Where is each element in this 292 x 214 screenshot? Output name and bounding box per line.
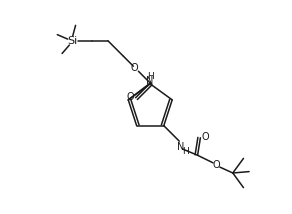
Text: O: O [127, 92, 134, 102]
Text: N: N [146, 76, 154, 86]
Text: H: H [182, 147, 189, 156]
Text: O: O [131, 62, 138, 73]
Text: O: O [202, 132, 209, 142]
Text: Si: Si [68, 36, 78, 46]
Text: N: N [177, 142, 184, 152]
Text: H: H [147, 71, 154, 80]
Text: O: O [212, 160, 220, 170]
